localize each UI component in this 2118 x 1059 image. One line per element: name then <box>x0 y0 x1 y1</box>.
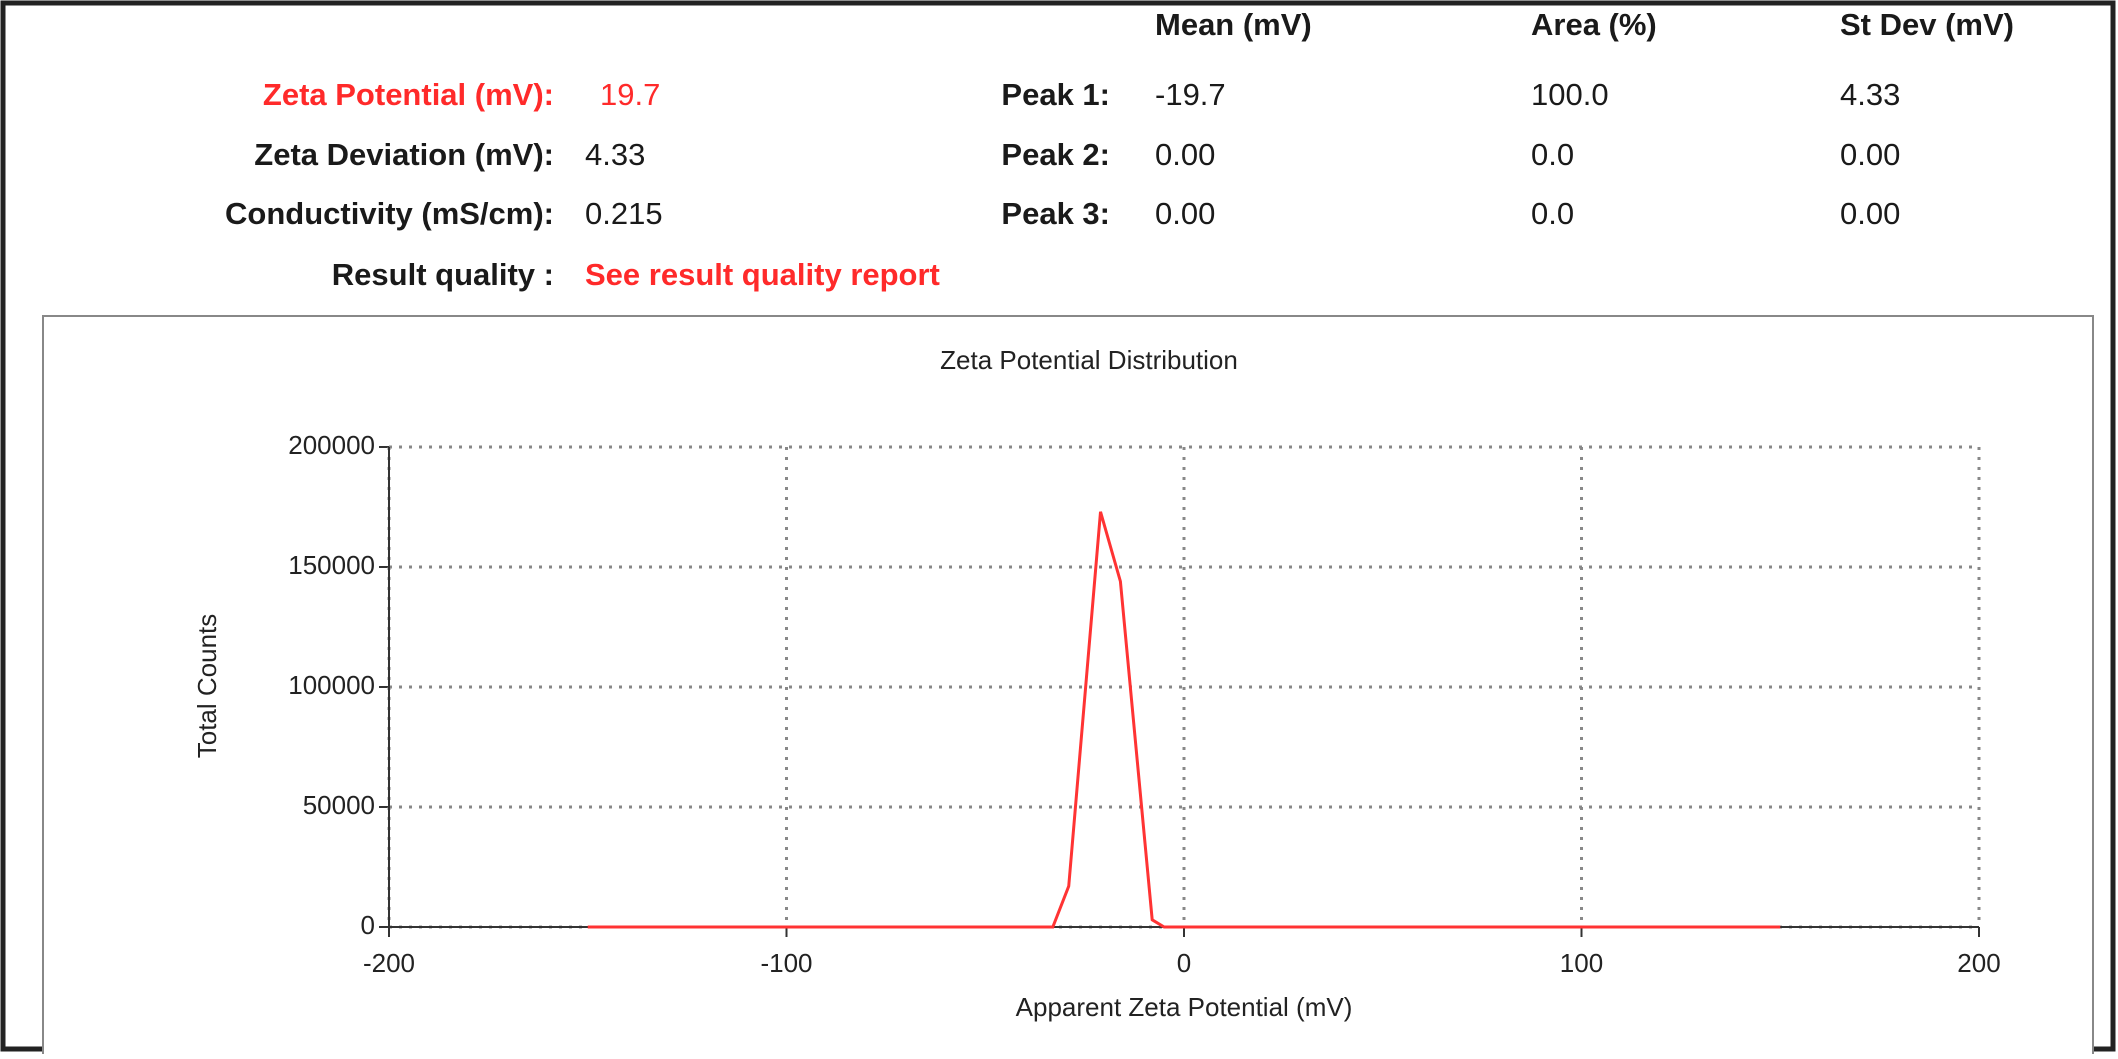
peak-cell: -19.7 <box>1155 77 1226 112</box>
chart-title: Zeta Potential Distribution <box>940 345 1238 375</box>
peak-cell: 0.0 <box>1531 196 1574 231</box>
summary-value: 4.33 <box>585 137 645 172</box>
x-tick-label: 0 <box>1177 948 1191 978</box>
peak-cell: 0.0 <box>1531 137 1574 172</box>
peak-label: Peak 1: <box>1001 77 1110 112</box>
summary-label: Result quality : <box>332 257 554 292</box>
y-tick-label: 50000 <box>303 790 375 820</box>
x-tick-label: 100 <box>1560 948 1603 978</box>
x-tick-label: -100 <box>760 948 812 978</box>
summary-value: 19.7 <box>600 77 660 112</box>
data-line <box>587 511 1781 929</box>
peak-cell: 4.33 <box>1840 77 1900 112</box>
x-tick-label: 200 <box>1957 948 2000 978</box>
y-tick-label: 150000 <box>288 550 375 580</box>
peak-header: St Dev (mV) <box>1840 7 2014 42</box>
peak-cell: 0.00 <box>1155 196 1215 231</box>
y-axis-title: Total Counts <box>192 614 222 759</box>
summary-value: 0.215 <box>585 196 663 231</box>
peak-cell: 0.00 <box>1155 137 1215 172</box>
peak-label: Peak 3: <box>1001 196 1110 231</box>
x-axis-title: Apparent Zeta Potential (mV) <box>1016 992 1353 1022</box>
summary-label: Conductivity (mS/cm): <box>225 196 554 231</box>
peak-cell: 100.0 <box>1531 77 1609 112</box>
peak-cell: 0.00 <box>1840 196 1900 231</box>
x-tick-label: -200 <box>363 948 415 978</box>
y-tick-label: 100000 <box>288 670 375 700</box>
quality-link[interactable]: See result quality report <box>585 257 940 292</box>
y-tick-label: 200000 <box>288 430 375 460</box>
peak-label: Peak 2: <box>1001 137 1110 172</box>
peak-header: Mean (mV) <box>1155 7 1312 42</box>
summary-label: Zeta Deviation (mV): <box>254 137 554 172</box>
y-tick-label: 0 <box>361 910 375 940</box>
peak-cell: 0.00 <box>1840 137 1900 172</box>
peak-header: Area (%) <box>1531 7 1657 42</box>
summary-label: Zeta Potential (mV): <box>263 77 554 112</box>
